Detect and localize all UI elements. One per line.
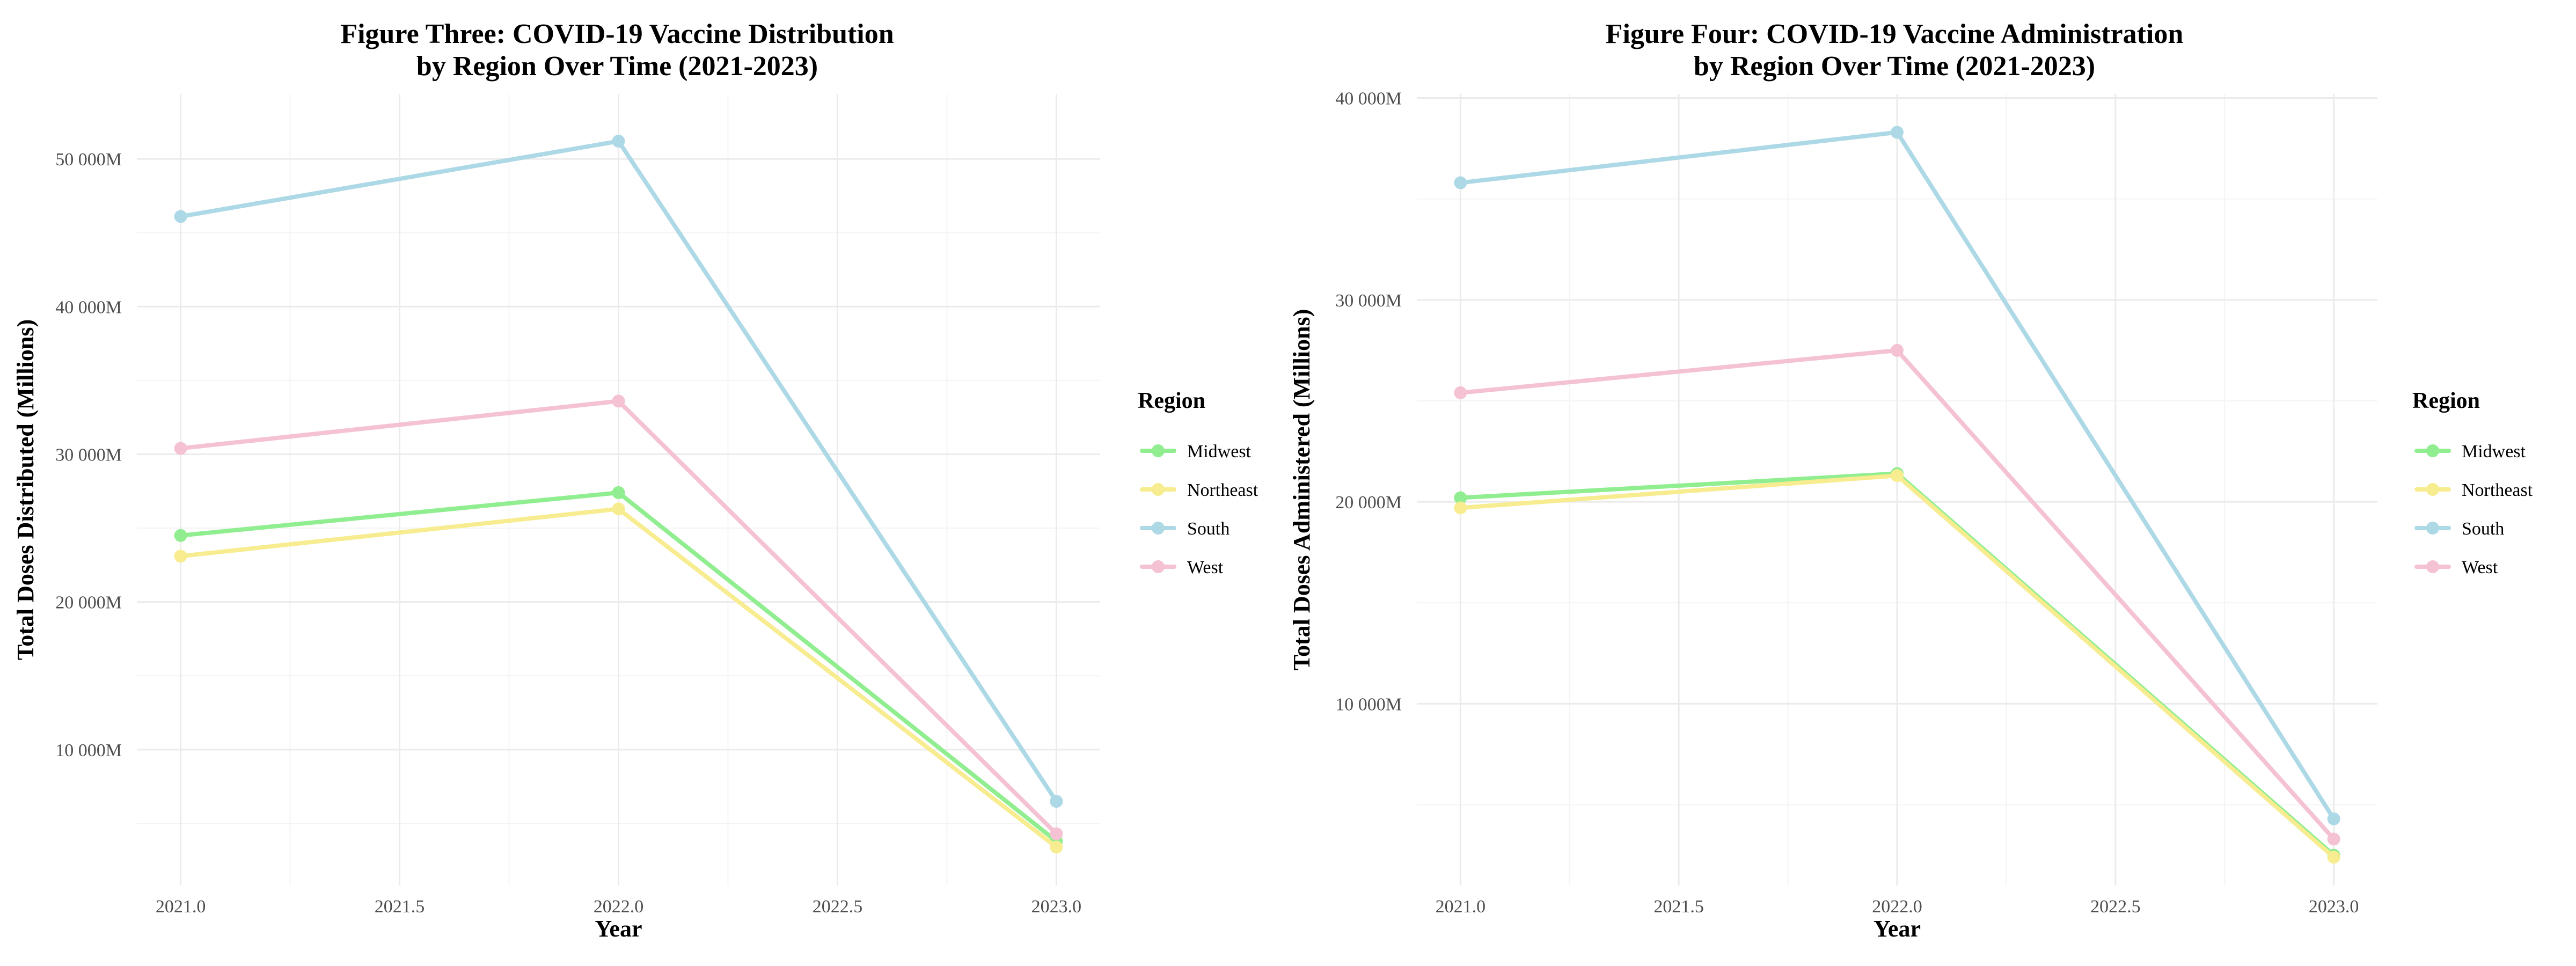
legend: Region Midwest Northeast South West — [2412, 389, 2533, 577]
y-tick-label: 40 000M — [55, 297, 122, 317]
chart-panel-2: Figure Four: COVID-19 Vaccine Administra… — [1289, 19, 2533, 942]
data-point-west — [1891, 343, 1904, 357]
x-tick-label: 2022.0 — [1872, 897, 1922, 917]
series-group — [1454, 126, 2340, 864]
legend-key-point — [1152, 483, 1165, 496]
y-tick-label: 30 000M — [1335, 291, 1402, 311]
data-point-west — [1454, 386, 1467, 399]
x-tick-label: 2022.0 — [594, 897, 644, 917]
legend-item-midwest: Midwest — [1140, 442, 1252, 462]
legend: Region Midwest Northeast South West — [1138, 389, 1258, 577]
series-northeast — [1454, 469, 2340, 864]
data-point-west — [612, 394, 625, 408]
y-tick-label: 20 000M — [1335, 493, 1402, 513]
legend-label: Northeast — [1187, 480, 1258, 500]
x-axis-title: Year — [595, 916, 642, 942]
data-point-northeast — [1891, 469, 1904, 482]
legend-item-midwest: Midwest — [2414, 442, 2526, 462]
data-point-northeast — [612, 502, 625, 516]
data-point-northeast — [2327, 851, 2340, 864]
chart-title-line-2: by Region Over Time (2021-2023) — [416, 51, 818, 82]
x-tick-label: 2021.0 — [1436, 897, 1486, 917]
legend-title: Region — [1138, 389, 1205, 413]
legend-title: Region — [2412, 389, 2480, 413]
y-tick-label: 10 000M — [1335, 694, 1402, 714]
data-point-west — [174, 442, 187, 455]
legend-item-south: South — [1140, 519, 1230, 539]
legend-key-point — [2426, 444, 2439, 457]
y-tick-label: 40 000M — [1335, 89, 1402, 109]
x-tick-label: 2021.5 — [1653, 897, 1704, 917]
chart-title: Figure Three: COVID-19 Vaccine Distribut… — [340, 19, 894, 82]
data-point-midwest — [174, 529, 187, 542]
x-tick-label: 2022.5 — [2090, 897, 2141, 917]
legend-label: South — [1187, 519, 1230, 539]
x-tick-label: 2022.5 — [813, 897, 863, 917]
data-point-south — [2327, 812, 2340, 825]
series-northeast — [174, 502, 1063, 854]
series-group — [174, 135, 1063, 854]
legend-item-west: West — [2414, 558, 2498, 577]
x-axis-ticks: 2021.0 2021.5 2022.0 2022.5 2023.0 — [1436, 897, 2359, 917]
series-west — [1454, 343, 2340, 846]
series-south — [1454, 126, 2340, 825]
data-point-west — [2327, 832, 2340, 846]
chart-panel-1: Figure Three: COVID-19 Vaccine Distribut… — [12, 19, 1258, 942]
y-axis-title: Total Doses Distributed (Millions) — [12, 319, 39, 660]
x-tick-label: 2021.0 — [156, 897, 206, 917]
chart-title-line-1: Figure Four: COVID-19 Vaccine Administra… — [1606, 19, 2184, 49]
y-tick-label: 20 000M — [55, 593, 122, 613]
data-point-northeast — [174, 550, 187, 563]
legend-label: South — [2462, 519, 2504, 539]
data-point-midwest — [612, 486, 625, 500]
chart-title: Figure Four: COVID-19 Vaccine Administra… — [1606, 19, 2184, 82]
data-point-midwest — [1454, 491, 1467, 504]
y-axis-ticks: 10 000M 20 000M 30 000M 40 000M — [1335, 89, 1402, 715]
data-point-south — [174, 210, 187, 223]
legend-label: Midwest — [1187, 442, 1252, 462]
series-south — [174, 135, 1063, 808]
data-point-northeast — [1454, 501, 1467, 515]
x-axis-title: Year — [1874, 916, 1921, 942]
data-point-northeast — [1050, 840, 1063, 854]
legend-label: West — [2462, 558, 2498, 577]
x-tick-label: 2023.0 — [1031, 897, 1082, 917]
legend-label: Northeast — [2462, 480, 2533, 500]
y-tick-label: 10 000M — [55, 741, 122, 760]
legend-key-point — [1152, 560, 1165, 573]
y-tick-label: 30 000M — [55, 445, 122, 465]
data-point-south — [1454, 176, 1467, 189]
series-west — [174, 394, 1063, 840]
legend-key-point — [2426, 522, 2439, 535]
x-axis-ticks: 2021.0 2021.5 2022.0 2022.5 2023.0 — [156, 897, 1081, 917]
legend-label: West — [1187, 558, 1224, 577]
y-tick-label: 50 000M — [55, 150, 122, 170]
legend-key-point — [1152, 522, 1165, 535]
data-point-south — [612, 135, 625, 148]
data-point-west — [1050, 827, 1063, 840]
legend-item-west: West — [1140, 558, 1224, 577]
legend-label: Midwest — [2462, 442, 2526, 462]
x-tick-label: 2021.5 — [375, 897, 425, 917]
y-axis-ticks: 10 000M 20 000M 30 000M 40 000M 50 000M — [55, 150, 122, 760]
chart-title-line-1: Figure Three: COVID-19 Vaccine Distribut… — [340, 19, 894, 49]
y-axis-title: Total Doses Administered (Millions) — [1289, 309, 1315, 671]
legend-item-northeast: Northeast — [1140, 480, 1258, 500]
data-point-south — [1891, 126, 1904, 139]
grid — [1417, 94, 2377, 885]
grid — [137, 94, 1100, 885]
legend-item-south: South — [2414, 519, 2504, 539]
data-point-south — [1050, 795, 1063, 808]
chart-title-line-2: by Region Over Time (2021-2023) — [1694, 51, 2095, 82]
legend-item-northeast: Northeast — [2414, 480, 2533, 500]
legend-key-point — [1152, 444, 1165, 457]
x-tick-label: 2023.0 — [2309, 897, 2359, 917]
legend-key-point — [2426, 560, 2439, 573]
legend-key-point — [2426, 483, 2439, 496]
